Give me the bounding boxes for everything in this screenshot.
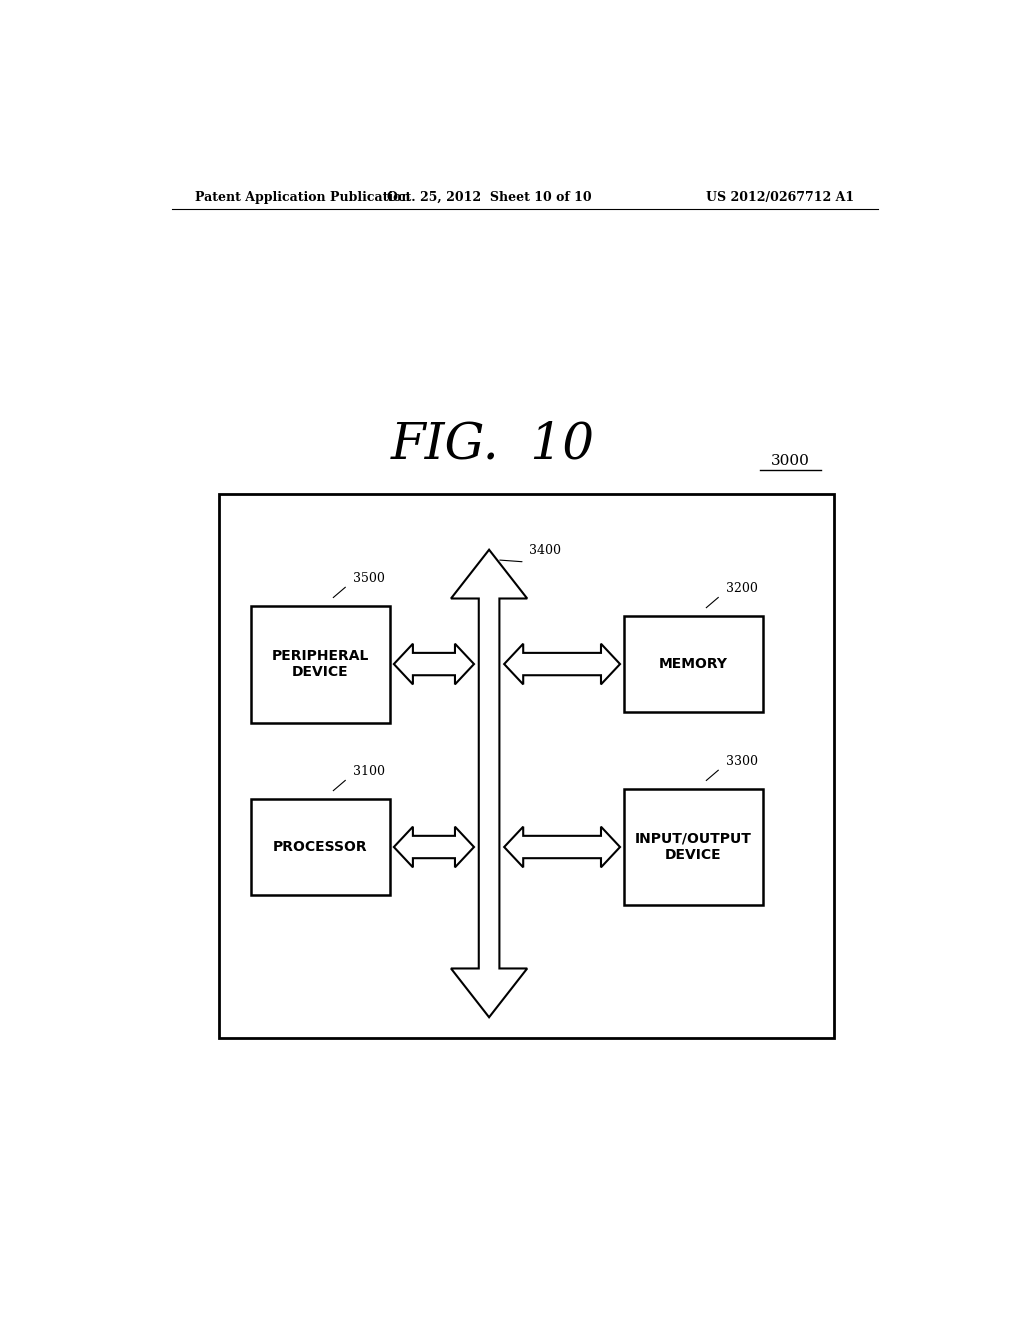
Text: 3000: 3000 bbox=[771, 454, 810, 469]
Text: INPUT/OUTPUT
DEVICE: INPUT/OUTPUT DEVICE bbox=[635, 832, 752, 862]
Bar bbox=[251, 606, 390, 722]
Bar bbox=[624, 615, 763, 713]
Polygon shape bbox=[394, 826, 474, 867]
Bar bbox=[219, 494, 835, 1038]
Bar bbox=[624, 788, 763, 906]
Text: 3400: 3400 bbox=[528, 544, 561, 557]
Text: 3300: 3300 bbox=[726, 755, 758, 768]
Text: MEMORY: MEMORY bbox=[658, 657, 728, 671]
Text: PERIPHERAL
DEVICE: PERIPHERAL DEVICE bbox=[271, 649, 369, 680]
Text: FIG.  10: FIG. 10 bbox=[391, 420, 595, 470]
Text: 3500: 3500 bbox=[353, 573, 385, 585]
Polygon shape bbox=[451, 549, 527, 1018]
Text: Patent Application Publication: Patent Application Publication bbox=[196, 190, 411, 203]
Polygon shape bbox=[504, 826, 620, 867]
Polygon shape bbox=[394, 644, 474, 684]
Text: 3100: 3100 bbox=[353, 766, 385, 779]
Text: 3200: 3200 bbox=[726, 582, 758, 595]
Text: PROCESSOR: PROCESSOR bbox=[273, 840, 368, 854]
Polygon shape bbox=[504, 644, 620, 684]
Text: Oct. 25, 2012  Sheet 10 of 10: Oct. 25, 2012 Sheet 10 of 10 bbox=[387, 190, 592, 203]
Text: US 2012/0267712 A1: US 2012/0267712 A1 bbox=[706, 190, 854, 203]
Bar bbox=[251, 799, 390, 895]
